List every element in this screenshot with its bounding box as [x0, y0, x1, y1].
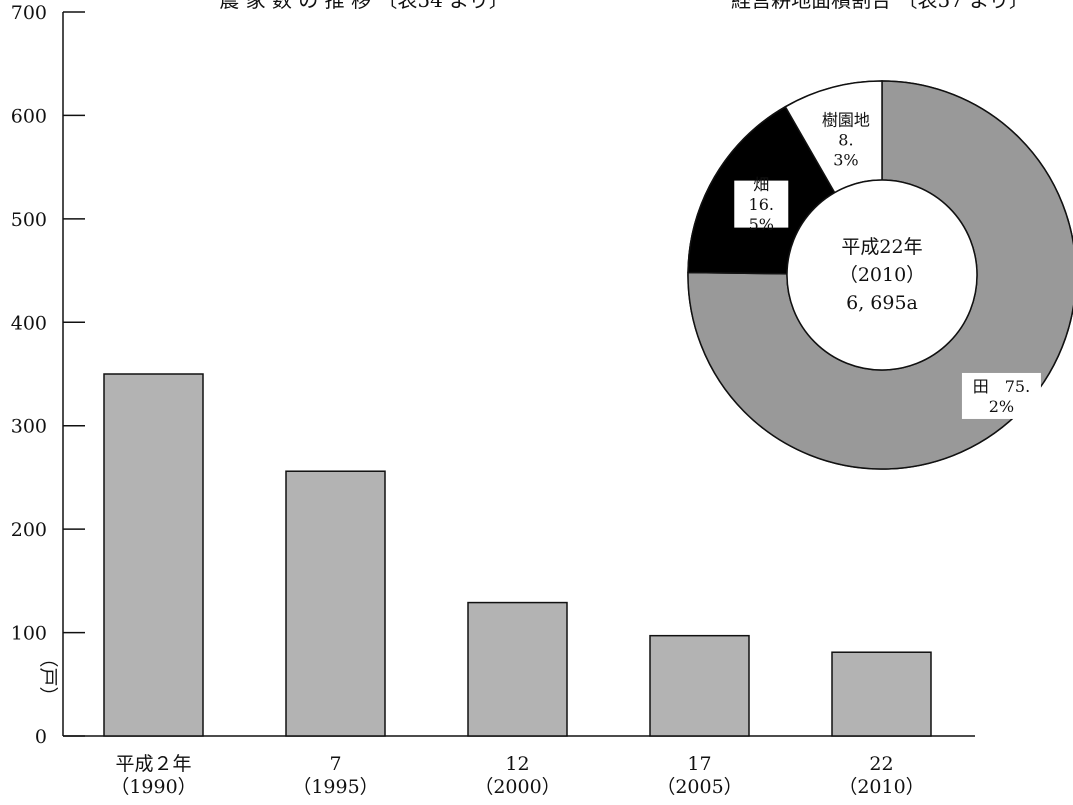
x-category-sublabel: （1990） — [110, 776, 196, 798]
donut-chart: 田 75. 2% 畑 16. 5% 樹園地 8. 3% 平成22年（2010） 6, 695a — [687, 80, 1073, 470]
bars — [103, 373, 932, 737]
x-category-label: 17 — [687, 753, 711, 775]
y-tick-label: 700 — [11, 2, 47, 24]
y-tick-label: 400 — [11, 312, 47, 334]
y-tick-label: 500 — [11, 209, 47, 231]
y-tick-label: 600 — [11, 105, 47, 127]
x-category-sublabel: （1995） — [292, 776, 378, 798]
pie-slice-label: 畑 16. 5% — [749, 175, 774, 234]
pie-label-box — [961, 372, 1041, 419]
y-tick-label: 300 — [11, 416, 47, 438]
bar-chart-title: 農 家 数 の 推 移 〔表54 より〕 — [219, 0, 509, 12]
y-tick-label: 0 — [35, 726, 47, 748]
y-ticks: 0 100 200 300 400 500 600 700 — [11, 2, 85, 748]
pie-slice-label: 樹園地 8. 3% — [822, 111, 870, 170]
bar — [467, 601, 568, 737]
x-category-sublabel: （2010） — [838, 776, 924, 798]
pie-slice-label: 田 75. 2% — [973, 377, 1030, 416]
bar — [649, 634, 750, 737]
x-category-label: 12 — [505, 753, 529, 775]
donut-hole — [786, 179, 978, 371]
y-tick-label: 100 — [11, 623, 47, 645]
pie-label-box — [734, 180, 789, 228]
x-category-label: 平成２年 — [115, 753, 191, 775]
pie-chart-title: 経営耕地面積割合 〔表57 より〕 — [731, 0, 1029, 12]
x-category-labels: 平成２年（1990） 7（1995） 12（2000） 17（2005） 22（2010… — [110, 753, 924, 798]
bar — [285, 470, 386, 737]
x-category-sublabel: （2000） — [474, 776, 560, 798]
bar — [103, 373, 204, 737]
y-tick-label: 200 — [11, 519, 47, 541]
x-category-sublabel: （2005） — [656, 776, 742, 798]
x-category-label: 7 — [329, 753, 341, 775]
donut-center-label: 平成22年（2010） 6, 695a — [839, 236, 925, 314]
x-category-label: 22 — [869, 753, 893, 775]
bar — [831, 651, 932, 737]
y-axis-label: （戸） — [37, 648, 59, 705]
